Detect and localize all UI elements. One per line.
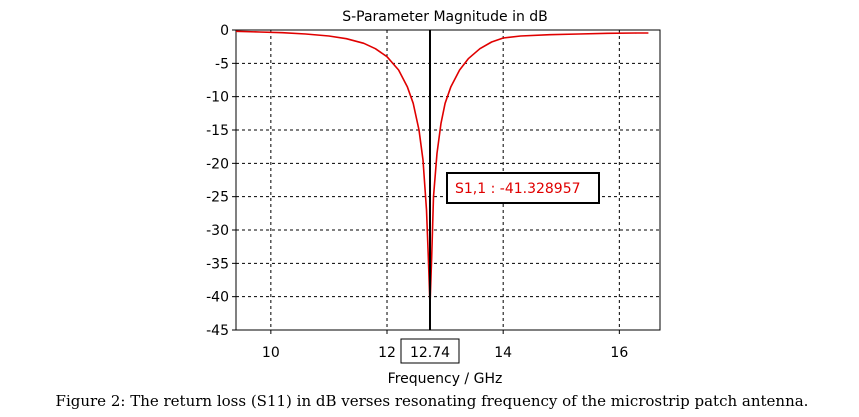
marker-readout-box <box>446 172 600 204</box>
y-tick-label: -5 <box>215 56 229 72</box>
x-tick-label: 14 <box>494 345 512 361</box>
marker-layer: 12.74 S1,1 : -41.328957 <box>400 30 600 364</box>
x-tick-label: 16 <box>610 345 628 361</box>
marker-readout: S1,1 : -41.328957 <box>455 181 581 197</box>
x-axis-label: Frequency / GHz <box>388 371 503 387</box>
chart-title: S-Parameter Magnitude in dB <box>342 9 548 25</box>
y-tick-label: -30 <box>206 223 229 239</box>
y-tick-label: 0 <box>220 23 229 39</box>
figure-caption: Figure 2: The return loss (S11) in dB ve… <box>56 392 809 410</box>
y-tick-label: -15 <box>206 123 229 139</box>
y-tick-label: -20 <box>206 156 229 172</box>
axis-ticks: 0 -5 -10 -15 -20 -25 -30 -35 -40 -45 10 12 14 16 <box>206 23 628 361</box>
y-tick-label: -35 <box>206 256 229 272</box>
y-tick-label: -45 <box>206 323 229 339</box>
y-tick-label: -25 <box>206 190 229 206</box>
x-tick-label: 10 <box>262 345 280 361</box>
marker-x-label-box <box>400 338 460 364</box>
x-tick-label: 12 <box>378 345 396 361</box>
y-tick-label: -10 <box>206 90 229 106</box>
y-tick-label: -40 <box>206 290 229 306</box>
marker-x-label: 12.74 <box>410 345 450 361</box>
